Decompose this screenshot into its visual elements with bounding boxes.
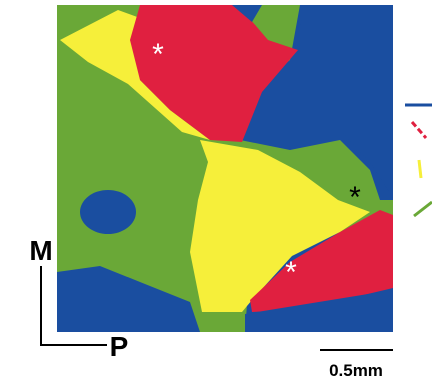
orientation-map: * * * [57,5,393,332]
legend-line [414,202,432,216]
figure: * * * M P 0.5mm [0,0,432,385]
page: * * * M P 0.5mm (() => { const data = JS… [0,0,432,385]
marker: * [285,256,297,289]
legend-line [419,160,421,178]
posterior-label: P [110,331,129,362]
blue-region [80,190,136,234]
medial-label: M [29,235,52,266]
legend-line [412,122,426,138]
marker: * [349,181,361,214]
legend-lines [405,105,432,216]
scale-bar-label: 0.5mm [329,361,383,380]
marker: * [152,38,164,71]
scale-bar: 0.5mm [320,350,393,380]
